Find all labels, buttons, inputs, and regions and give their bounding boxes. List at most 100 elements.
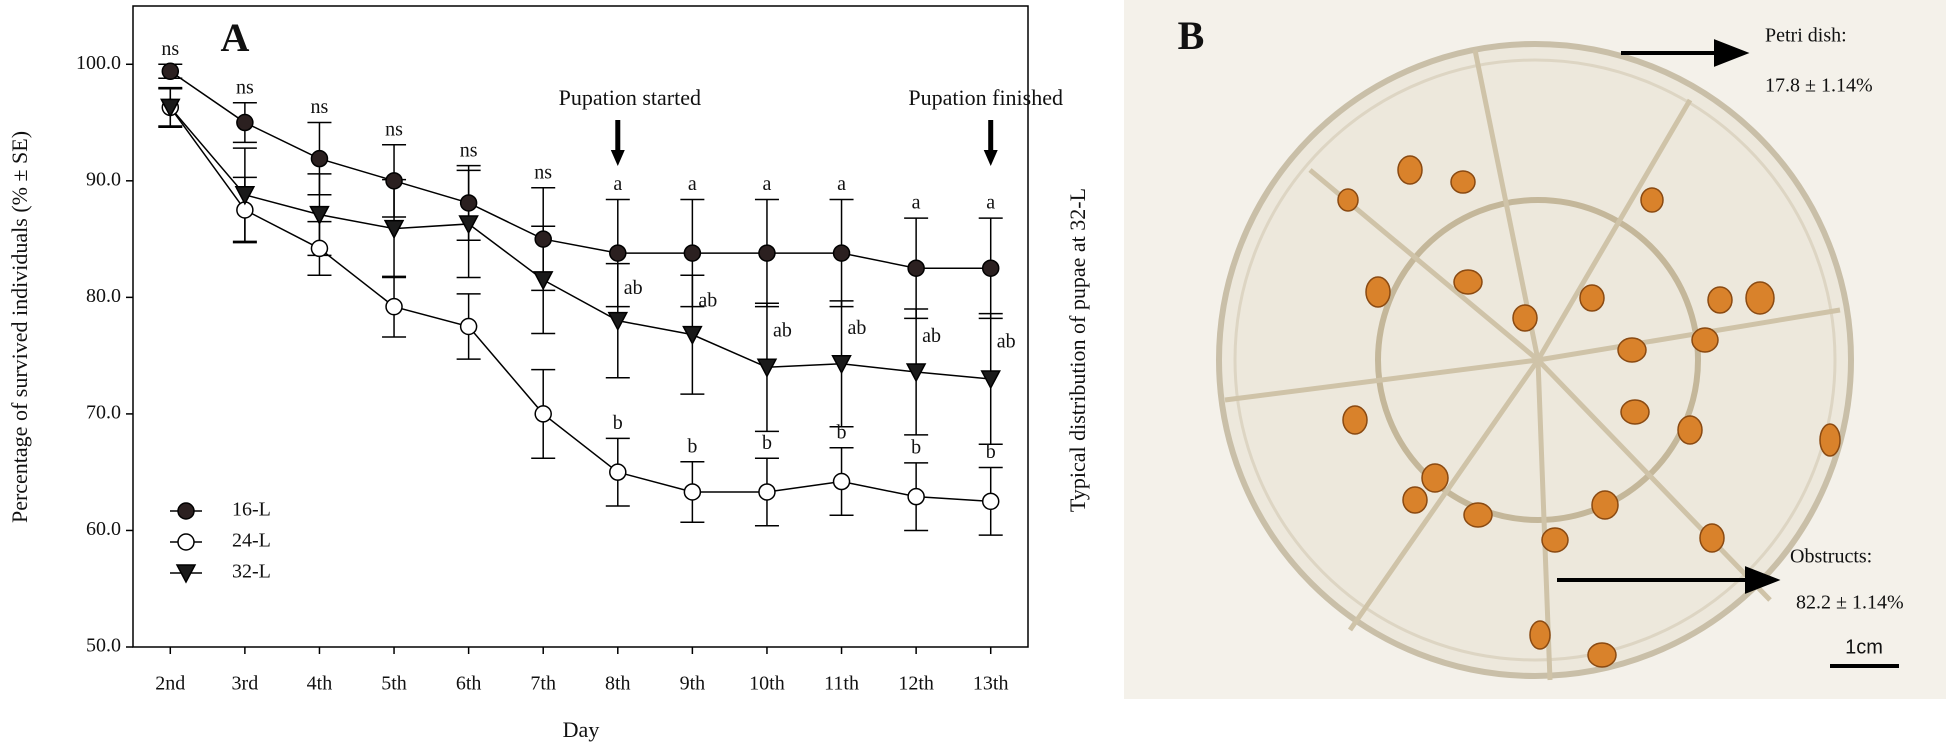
significance-label: ab	[848, 317, 867, 339]
point	[310, 149, 329, 168]
significance-label: ab	[773, 320, 792, 342]
point	[831, 355, 852, 375]
pointer-arrows	[1557, 39, 1899, 668]
significance-label: ab	[698, 290, 717, 312]
significance-label: a	[837, 173, 846, 195]
y-tick-label: 60.0	[86, 518, 121, 540]
point	[385, 172, 403, 190]
annotation-arrowhead	[983, 150, 998, 166]
petri-rim	[1233, 58, 1837, 662]
point	[683, 483, 702, 501]
point	[534, 405, 552, 423]
significance-label: ns	[385, 118, 403, 140]
panel-label: A	[221, 15, 250, 60]
series-line	[169, 106, 991, 380]
significance-label: ns	[236, 76, 254, 98]
significance-label: a	[613, 173, 622, 195]
petri-label: Petri dish:	[1765, 25, 1847, 47]
significance-label: ab	[922, 325, 941, 347]
point	[758, 244, 776, 262]
y-tick-label: 100.0	[76, 52, 121, 74]
legend-label: 24-L	[232, 530, 271, 552]
point	[756, 358, 778, 378]
obstructs-value: 82.2 ± 1.14%	[1796, 592, 1904, 614]
y-tick-label: 80.0	[86, 285, 121, 307]
significance-label: ns	[161, 38, 179, 60]
point	[607, 311, 629, 332]
x-tick-label: 4th	[307, 673, 333, 695]
photo-panel: B Petri dish: 17.8 ± 1.14% Obstructs: 82…	[1124, 0, 1946, 699]
significance-label: b	[837, 421, 847, 443]
plot-frame	[132, 5, 1029, 648]
series-line	[169, 106, 991, 503]
legend-label: 16-L	[232, 499, 271, 521]
y-tick-label: 70.0	[86, 402, 121, 424]
significance-label: a	[912, 192, 921, 214]
legend-label: 32-L	[232, 561, 271, 583]
x-tick-label: 2nd	[155, 673, 185, 695]
point	[905, 363, 927, 383]
series-line	[169, 70, 991, 269]
point	[234, 186, 256, 206]
x-tick-label: 7th	[530, 673, 556, 695]
point	[981, 259, 1000, 277]
x-tick-label: 8th	[605, 673, 631, 695]
point	[609, 244, 627, 262]
significance-label: b	[613, 412, 623, 434]
x-tick-label: 10th	[749, 673, 785, 695]
x-tick-label: 5th	[381, 673, 407, 695]
x-tick-label: 9th	[680, 673, 706, 695]
annotation: Pupation finished	[908, 85, 1063, 110]
point	[832, 472, 851, 491]
x-tick-label: 12th	[898, 673, 934, 695]
significance-label: ns	[460, 139, 478, 161]
significance-label: a	[688, 173, 697, 195]
point	[534, 230, 552, 248]
legend-marker	[177, 533, 195, 551]
point	[532, 271, 554, 291]
point	[161, 62, 180, 81]
obstruct-ring	[1375, 197, 1701, 523]
point	[383, 219, 405, 240]
significance-label: a	[763, 173, 772, 195]
x-tick-label: 3rd	[232, 673, 259, 695]
photo-caption: Typical distribution of pupae at 32-L	[1065, 188, 1090, 512]
significance-label: b	[762, 432, 772, 454]
point	[160, 98, 181, 118]
x-tick-label: 6th	[456, 673, 482, 695]
annotation-arrowhead	[610, 150, 625, 166]
significance-label: b	[687, 435, 697, 457]
point	[459, 317, 478, 336]
point	[832, 244, 851, 262]
point	[907, 259, 925, 277]
significance-label: ab	[997, 331, 1016, 353]
significance-label: ab	[624, 277, 643, 299]
point	[458, 215, 479, 235]
pupae	[1337, 155, 1841, 668]
panel-label: B	[1178, 13, 1205, 58]
legend-marker	[177, 502, 195, 520]
annotation: Pupation started	[559, 85, 701, 110]
significance-label: b	[911, 436, 921, 458]
point	[907, 487, 925, 506]
point	[683, 244, 702, 262]
y-axis-label: Percentage of survived individuals (% ± …	[7, 131, 32, 523]
y-tick-label: 90.0	[86, 168, 121, 190]
point	[609, 463, 627, 481]
obstructs-label: Obstructs:	[1790, 546, 1872, 568]
x-axis-label: Day	[563, 717, 600, 742]
significance-label: ns	[534, 161, 552, 183]
significance-label: a	[986, 192, 995, 214]
significance-label: b	[986, 441, 996, 463]
scale-bar-label: 1cm	[1845, 636, 1883, 658]
point	[236, 113, 254, 132]
point	[385, 297, 403, 316]
point	[459, 194, 478, 212]
point	[309, 205, 330, 226]
point	[310, 239, 329, 258]
point	[981, 492, 1000, 511]
x-tick-label: 13th	[973, 673, 1009, 695]
point	[758, 483, 776, 501]
y-tick-label: 50.0	[86, 635, 121, 657]
